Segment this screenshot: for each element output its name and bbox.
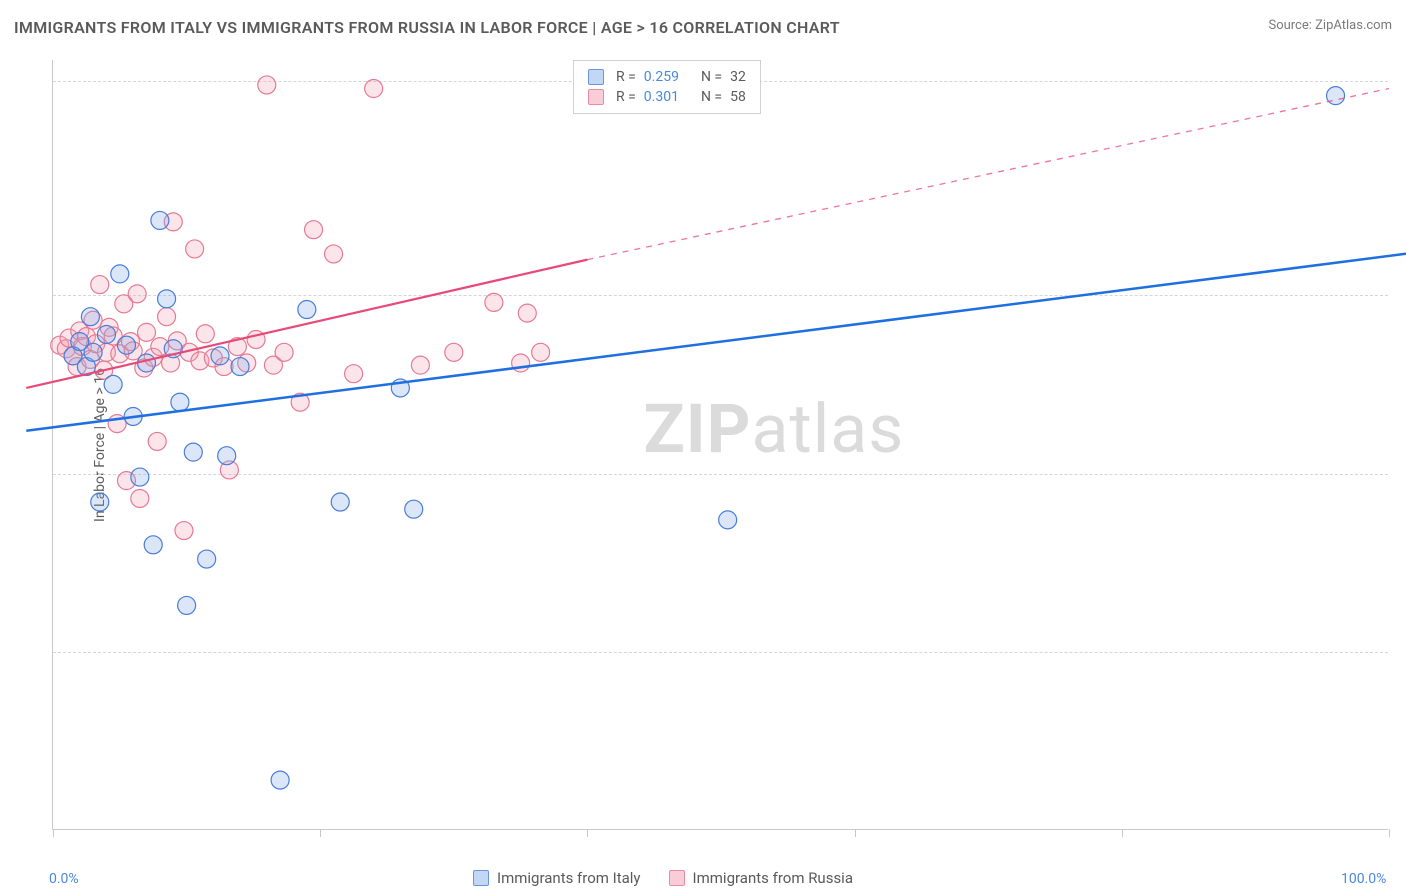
- swatch-italy-icon: [588, 69, 604, 85]
- x-tick: [1389, 829, 1390, 837]
- chart-svg: [53, 60, 1388, 829]
- n-prefix: N =: [701, 89, 722, 105]
- legend-stats: R = 0.259 N = 32 R = 0.301 N = 58: [573, 60, 761, 114]
- x-tick: [855, 829, 856, 837]
- source-label: Source: ZipAtlas.com: [1268, 18, 1392, 33]
- x-tick: [53, 829, 54, 837]
- r-value-italy: 0.259: [644, 69, 679, 85]
- legend-label-russia: Immigrants from Russia: [693, 869, 853, 887]
- x-tick-label: 0.0%: [49, 871, 79, 887]
- r-prefix: R =: [616, 69, 636, 85]
- legend-series: Immigrants from Italy Immigrants from Ru…: [473, 869, 853, 887]
- plot-area: In Labor Force | Age > 16 ZIPatlas R = 0…: [52, 60, 1388, 830]
- r-prefix: R =: [616, 89, 636, 105]
- n-value-russia: 58: [730, 89, 746, 105]
- legend-stats-row-italy: R = 0.259 N = 32: [588, 67, 746, 87]
- legend-label-italy: Immigrants from Italy: [497, 869, 641, 887]
- x-tick: [1122, 829, 1123, 837]
- r-value-russia: 0.301: [644, 89, 679, 105]
- x-tick: [587, 829, 588, 837]
- legend-item-italy: Immigrants from Italy: [473, 869, 641, 887]
- chart-title: IMMIGRANTS FROM ITALY VS IMMIGRANTS FROM…: [14, 18, 840, 37]
- x-tick-label: 100.0%: [1341, 871, 1386, 887]
- n-prefix: N =: [701, 69, 722, 85]
- legend-stats-row-russia: R = 0.301 N = 58: [588, 87, 746, 107]
- legend-item-russia: Immigrants from Russia: [669, 869, 853, 887]
- swatch-russia-icon: [669, 870, 685, 886]
- n-value-italy: 32: [730, 69, 746, 85]
- swatch-russia-icon: [588, 89, 604, 105]
- swatch-italy-icon: [473, 870, 489, 886]
- x-tick: [320, 829, 321, 837]
